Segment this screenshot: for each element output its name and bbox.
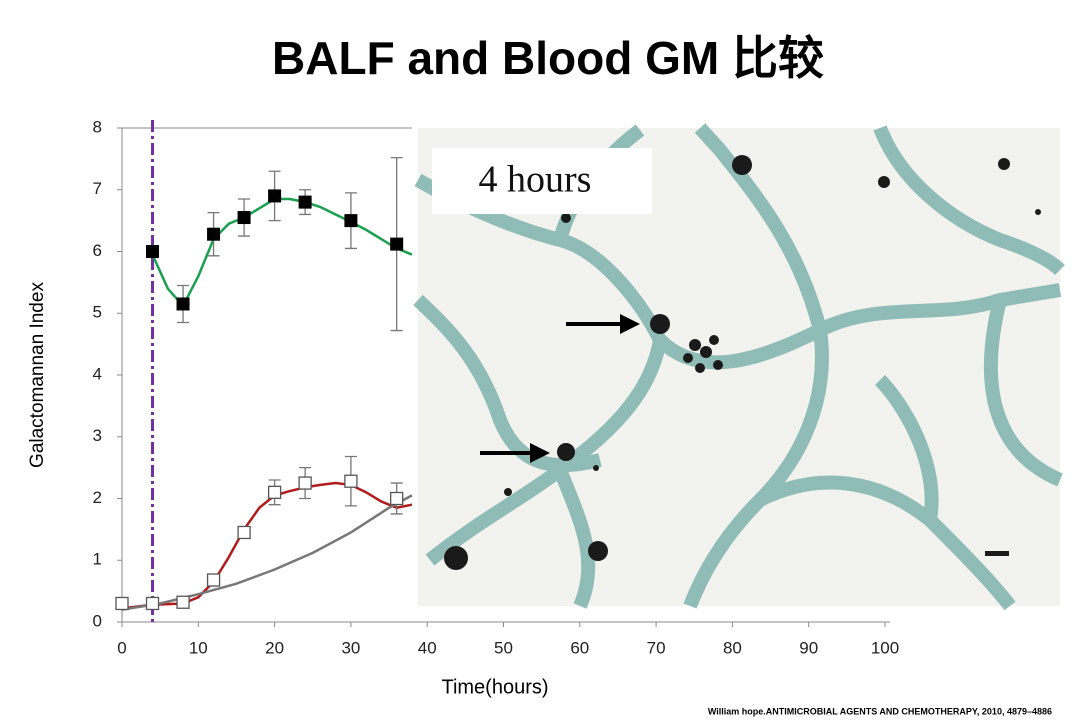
data-point — [176, 595, 190, 609]
micrograph-label: 4 hours — [479, 159, 592, 201]
data-point — [390, 491, 404, 506]
data-point — [115, 596, 129, 611]
data-point — [207, 227, 221, 241]
y-tick-label: 7 — [93, 179, 102, 198]
x-tick-label: 100 — [871, 638, 899, 657]
slide-title: BALF and Blood GM 比较 — [272, 32, 824, 84]
y-tick-label: 4 — [93, 364, 102, 383]
data-point — [344, 214, 358, 228]
y-tick-label: 2 — [93, 488, 102, 507]
fit-curve — [121, 481, 413, 610]
citation: William hope.ANTIMICROBIAL AGENTS AND CH… — [708, 706, 1052, 716]
data-point — [206, 573, 221, 587]
data-point — [237, 525, 251, 540]
data-point — [237, 211, 251, 225]
y-tick-label: 6 — [93, 241, 102, 260]
data-point — [146, 245, 160, 258]
x-tick-label: 40 — [418, 638, 437, 657]
data-point — [267, 485, 282, 499]
x-tick-label: 30 — [341, 638, 360, 657]
fit-curve — [151, 197, 413, 309]
data-point — [268, 189, 282, 203]
x-tick-label: 90 — [799, 638, 818, 657]
x-tick-label: 60 — [570, 638, 589, 657]
data-point — [344, 474, 358, 488]
data-point — [298, 476, 312, 490]
y-tick-label: 5 — [93, 303, 102, 322]
x-tick-label: 50 — [494, 638, 513, 657]
x-tick-label: 80 — [723, 638, 742, 657]
cells — [444, 155, 1041, 570]
data-point — [176, 297, 190, 311]
x-tick-label: 70 — [647, 638, 666, 657]
y-tick-label: 8 — [93, 117, 102, 136]
x-tick-label: 10 — [189, 638, 208, 657]
x-tick-label: 20 — [265, 638, 284, 657]
data-point — [145, 596, 160, 611]
x-axis-label: Time(hours) — [441, 676, 548, 698]
y-tick-label: 1 — [93, 550, 102, 569]
fit-curve — [121, 494, 413, 611]
data-point — [390, 237, 404, 251]
micrograph: 4 hours — [413, 123, 1065, 611]
label-box — [432, 148, 652, 214]
y-tick-label: 0 — [93, 611, 102, 630]
tissue — [413, 123, 1065, 611]
y-tick-label: 3 — [93, 426, 102, 445]
data-point — [298, 195, 312, 209]
x-tick-label: 0 — [117, 638, 126, 657]
arrows — [480, 314, 640, 463]
y-axis-label: Galactomannan Index — [27, 282, 48, 468]
